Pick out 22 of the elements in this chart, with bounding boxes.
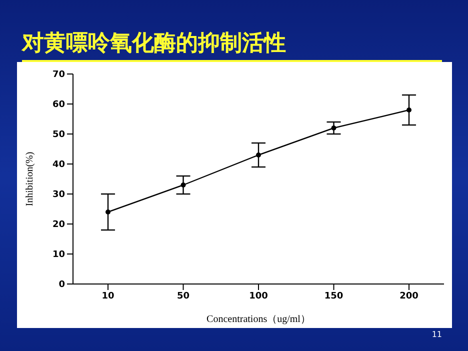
x-tick-label: 10 [102,291,114,302]
x-axis-title: Concentrations（ug/ml） [206,314,310,325]
chart-title: 对黄嘌呤氧化酶的抑制活性 [22,28,442,62]
point [406,108,412,112]
y-tick-label: 50 [52,130,65,140]
x-tick-label: 200 [400,291,418,302]
point [180,182,186,188]
x-tick-label: 100 [249,291,268,302]
text: 11 [432,330,442,339]
y-tick-label: 40 [52,160,65,170]
y-tick-label: 10 [52,250,65,260]
y-tick-label: 30 [52,190,65,200]
y-tick-label: 60 [52,100,65,110]
y-tick-label: 0 [58,280,65,290]
y-tick-label: 70 [52,70,65,80]
y-axis-title: Inhibition(%) [24,152,36,206]
point [106,210,110,214]
y-tick-label: 20 [52,220,65,230]
x-tick-label: 50 [176,291,190,302]
point [331,126,336,130]
x-tick-label: 150 [324,291,344,302]
point [256,152,261,158]
